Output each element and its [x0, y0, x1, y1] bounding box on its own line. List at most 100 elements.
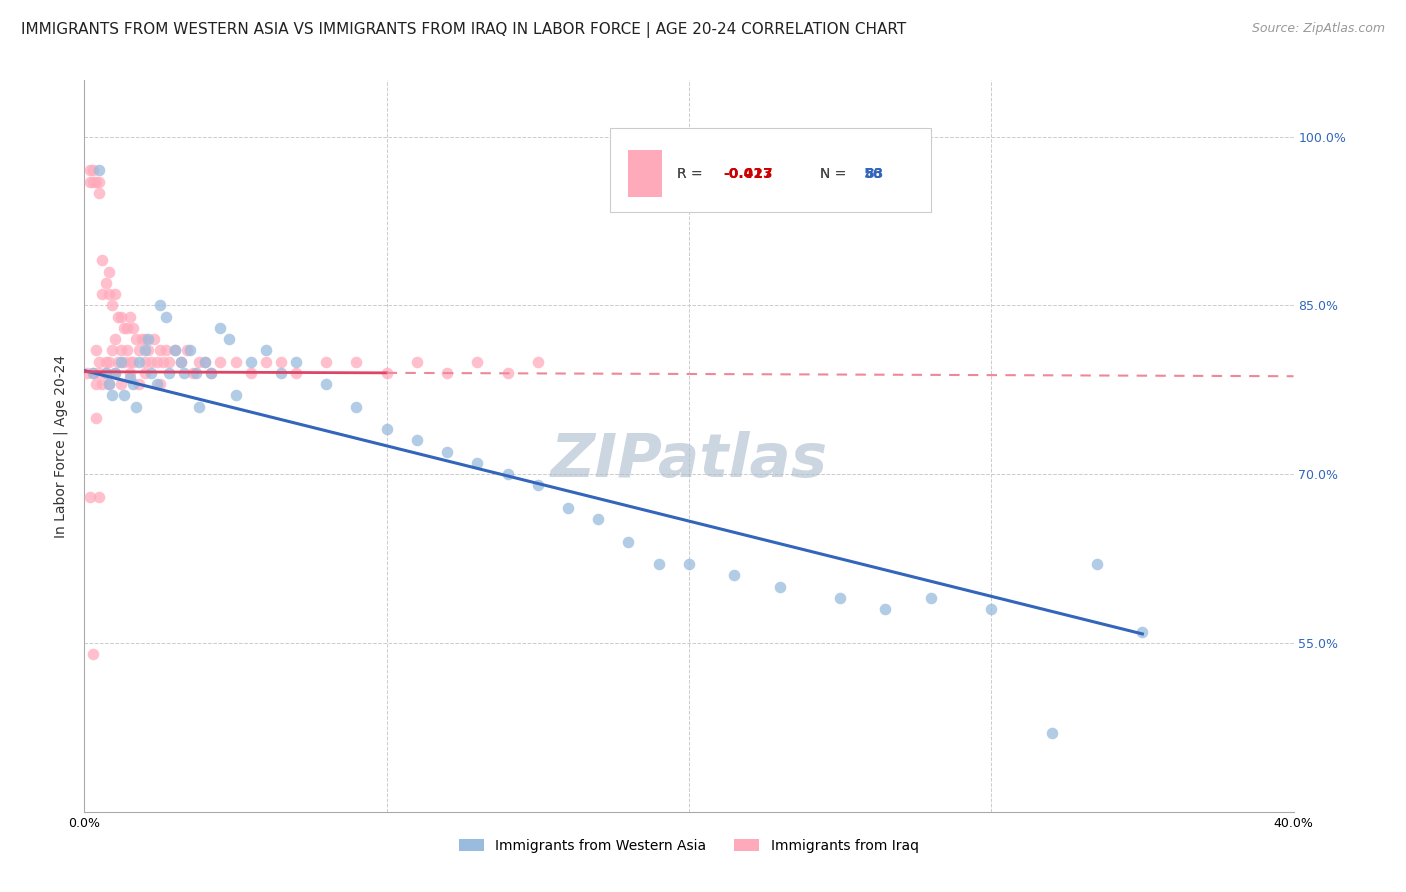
Point: [118, 366, 141, 380]
FancyBboxPatch shape: [628, 150, 662, 197]
Point: [94, 354, 117, 368]
Point: [436, 366, 458, 380]
Point: [209, 321, 232, 335]
Text: -0.427: -0.427: [723, 167, 772, 180]
Text: ZIPatlas: ZIPatlas: [550, 431, 828, 490]
Point: [270, 366, 292, 380]
Point: [678, 557, 700, 571]
Point: [86, 343, 108, 358]
Point: [91, 377, 114, 392]
Point: [110, 310, 132, 324]
Text: N =: N =: [820, 167, 851, 180]
Point: [97, 287, 120, 301]
Point: [200, 366, 222, 380]
Point: [86, 377, 108, 392]
Point: [134, 332, 156, 346]
FancyBboxPatch shape: [610, 128, 931, 212]
Point: [315, 354, 337, 368]
Point: [82, 163, 104, 178]
Point: [155, 343, 177, 358]
Point: [209, 354, 232, 368]
Point: [239, 366, 262, 380]
Point: [467, 354, 489, 368]
Point: [648, 557, 671, 571]
Point: [94, 276, 117, 290]
Point: [134, 354, 156, 368]
Point: [142, 332, 165, 346]
Point: [94, 366, 117, 380]
Point: [980, 602, 1002, 616]
Point: [285, 354, 308, 368]
Point: [134, 343, 156, 358]
Point: [157, 366, 180, 380]
Point: [136, 332, 159, 346]
Point: [152, 354, 174, 368]
Point: [134, 366, 156, 380]
Point: [146, 377, 169, 392]
Text: Source: ZipAtlas.com: Source: ZipAtlas.com: [1251, 22, 1385, 36]
Point: [121, 321, 143, 335]
Point: [89, 366, 111, 380]
Point: [136, 343, 159, 358]
Point: [254, 354, 277, 368]
Point: [176, 343, 198, 358]
Point: [1130, 624, 1153, 639]
Point: [91, 287, 114, 301]
Point: [346, 400, 368, 414]
Point: [200, 366, 222, 380]
Point: [723, 568, 745, 582]
Point: [527, 354, 550, 368]
Point: [82, 175, 104, 189]
Point: [121, 354, 143, 368]
Point: [254, 343, 277, 358]
Point: [104, 366, 127, 380]
Point: [496, 366, 519, 380]
Point: [82, 366, 104, 380]
Point: [118, 354, 141, 368]
Point: [527, 478, 550, 492]
Point: [406, 354, 429, 368]
Point: [86, 175, 108, 189]
Point: [82, 366, 104, 380]
Point: [89, 354, 111, 368]
Point: [112, 388, 135, 402]
Point: [100, 298, 122, 312]
Point: [97, 354, 120, 368]
Point: [165, 343, 187, 358]
Point: [170, 354, 193, 368]
Point: [406, 434, 429, 448]
Point: [89, 163, 111, 178]
Point: [82, 647, 104, 661]
Point: [157, 354, 180, 368]
Point: [139, 354, 162, 368]
Text: 83: 83: [865, 167, 883, 180]
Point: [149, 343, 172, 358]
Text: R =: R =: [676, 167, 707, 180]
Point: [165, 343, 187, 358]
Point: [115, 343, 138, 358]
Text: N =: N =: [820, 167, 851, 180]
Point: [79, 175, 101, 189]
Point: [1085, 557, 1108, 571]
Point: [97, 377, 120, 392]
Point: [617, 534, 640, 549]
Point: [110, 354, 132, 368]
Point: [107, 310, 129, 324]
Point: [100, 388, 122, 402]
Point: [86, 410, 108, 425]
Point: [79, 163, 101, 178]
FancyBboxPatch shape: [628, 150, 662, 197]
Point: [91, 253, 114, 268]
Point: [557, 500, 579, 515]
Point: [170, 354, 193, 368]
Point: [146, 354, 169, 368]
Point: [110, 343, 132, 358]
Point: [181, 366, 204, 380]
Point: [115, 321, 138, 335]
Point: [89, 175, 111, 189]
Point: [225, 388, 247, 402]
Point: [920, 591, 942, 605]
Point: [110, 377, 132, 392]
Text: IMMIGRANTS FROM WESTERN ASIA VS IMMIGRANTS FROM IRAQ IN LABOR FORCE | AGE 20-24 : IMMIGRANTS FROM WESTERN ASIA VS IMMIGRAN…: [21, 22, 907, 38]
Point: [107, 354, 129, 368]
